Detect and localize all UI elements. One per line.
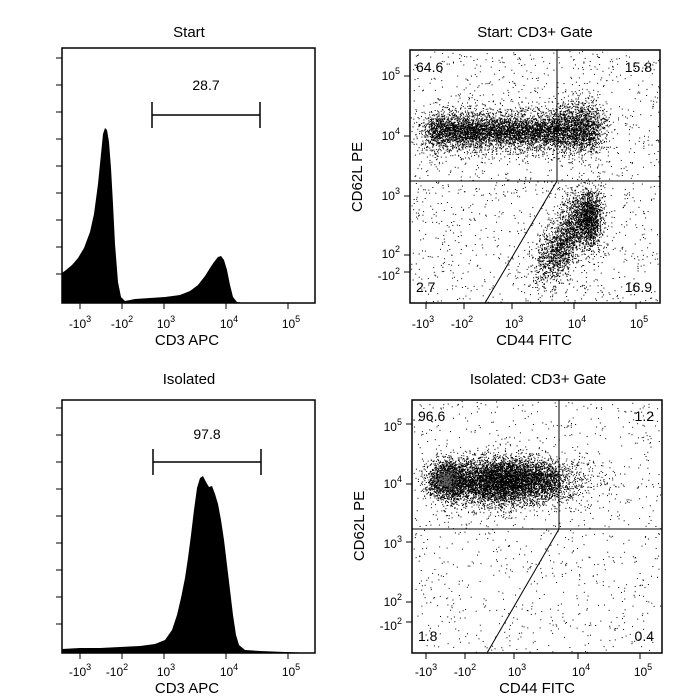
scatter-points xyxy=(411,51,660,303)
panel-title: Start xyxy=(173,24,206,41)
y-tick-label: 103 xyxy=(384,534,402,551)
histogram-fill xyxy=(62,128,245,303)
quadrant-top-left-value: 64.6 xyxy=(416,59,443,75)
panel-title: Isolated: CD3+ Gate xyxy=(470,371,606,388)
axis-ticks xyxy=(56,57,289,309)
histogram-fill xyxy=(62,476,315,653)
y-tick-label: 105 xyxy=(382,66,400,83)
gate-bar xyxy=(152,449,262,475)
panel-start-scatter: Start: CD3+ Gate 64.6 15.8 2.7 16.9 105 … xyxy=(349,24,661,349)
y-tick-label: 105 xyxy=(384,417,402,434)
x-tick-label: 104 xyxy=(220,314,238,331)
x-tick-labels: -103 -102 103 104 105 xyxy=(415,662,652,679)
x-tick-label: -102 xyxy=(111,314,133,331)
panel-isolated-histogram: Isolated 97.8 -103 -102 103 104 105 CD3 … xyxy=(56,371,316,697)
scatter-points xyxy=(413,401,661,653)
panel-title: Isolated xyxy=(163,371,216,388)
panel-start-histogram: Start 28.7 -103 -102 103 104 105 CD3 APC xyxy=(56,24,316,349)
x-tick-labels: -103 -102 103 104 105 xyxy=(69,314,300,331)
plot-frame xyxy=(411,399,663,654)
quadrant-gates xyxy=(412,400,662,654)
x-tick-label: -103 xyxy=(412,314,434,331)
quadrant-bottom-right-value: 0.4 xyxy=(635,628,655,644)
x-axis-label: CD44 FITC xyxy=(499,680,575,697)
y-axis-label: CD62L PE xyxy=(351,491,368,561)
quadrant-bottom-left-value: 2.7 xyxy=(416,279,436,295)
x-tick-labels: -103 -102 103 104 105 xyxy=(412,314,648,331)
x-tick-label: -102 xyxy=(451,314,473,331)
x-tick-label: 103 xyxy=(157,662,175,679)
y-tick-label: 102 xyxy=(384,592,402,609)
x-tick-label: 103 xyxy=(505,314,523,331)
quadrant-gates xyxy=(410,50,660,304)
x-tick-label: 105 xyxy=(630,314,648,331)
y-tick-labels: 105 104 103 102 -102 xyxy=(378,66,400,283)
y-tick-label: 103 xyxy=(382,186,400,203)
x-tick-label: 104 xyxy=(568,314,586,331)
axis-ticks xyxy=(56,407,289,659)
y-tick-label: -102 xyxy=(380,616,402,633)
quadrant-bottom-left-value: 1.8 xyxy=(418,628,438,644)
plot-frame xyxy=(409,49,661,304)
x-tick-label: 104 xyxy=(572,662,590,679)
x-tick-label: 104 xyxy=(220,662,238,679)
x-tick-label: -103 xyxy=(415,662,437,679)
x-tick-label: 103 xyxy=(157,314,175,331)
panel-title: Start: CD3+ Gate xyxy=(477,24,592,41)
plot-frame xyxy=(61,399,316,654)
x-tick-label: 103 xyxy=(508,662,526,679)
x-tick-label: 105 xyxy=(282,662,300,679)
x-tick-label: 105 xyxy=(282,314,300,331)
gate-bar xyxy=(151,102,261,128)
x-axis-label: CD44 FITC xyxy=(496,332,572,349)
x-tick-label: -102 xyxy=(106,662,128,679)
y-tick-labels: 105 104 103 102 -102 xyxy=(380,417,402,633)
y-tick-label: 104 xyxy=(382,126,400,143)
axis-ticks xyxy=(404,75,637,309)
panel-isolated-scatter: Isolated: CD3+ Gate 96.6 1.2 1.8 0.4 105… xyxy=(351,371,663,697)
y-axis-label: CD62L PE xyxy=(349,142,366,212)
y-tick-label: -102 xyxy=(378,266,400,283)
x-tick-label: -102 xyxy=(454,662,476,679)
gate-percentage: 97.8 xyxy=(193,426,220,442)
x-tick-label: -103 xyxy=(69,662,91,679)
y-tick-label: 102 xyxy=(382,244,400,261)
plot-frame xyxy=(61,47,316,304)
x-tick-labels: -103 -102 103 104 105 xyxy=(69,662,300,679)
x-axis-label: CD3 APC xyxy=(155,680,219,697)
quadrant-top-left-value: 96.6 xyxy=(418,408,445,424)
quadrant-bottom-right-value: 16.9 xyxy=(625,279,652,295)
x-tick-label: 105 xyxy=(634,662,652,679)
quadrant-top-right-value: 1.2 xyxy=(635,408,655,424)
x-axis-label: CD3 APC xyxy=(155,332,219,349)
quadrant-top-right-value: 15.8 xyxy=(625,59,652,75)
y-tick-label: 104 xyxy=(384,474,402,491)
x-tick-label: -103 xyxy=(69,314,91,331)
gate-percentage: 28.7 xyxy=(192,77,219,93)
axis-ticks xyxy=(406,423,641,659)
